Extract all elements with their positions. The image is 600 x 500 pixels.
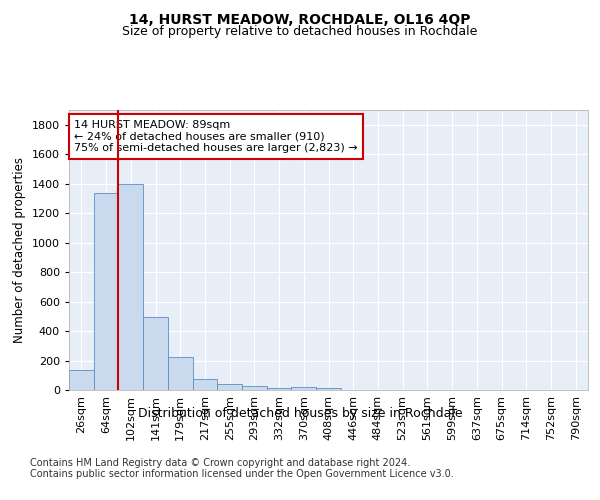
Bar [193, 379, 217, 390]
Bar [217, 384, 242, 390]
Y-axis label: Number of detached properties: Number of detached properties [13, 157, 26, 343]
Bar [168, 357, 193, 390]
Bar [94, 192, 118, 390]
Bar [292, 387, 316, 390]
Bar [242, 386, 267, 390]
Bar [316, 388, 341, 390]
Text: Size of property relative to detached houses in Rochdale: Size of property relative to detached ho… [122, 25, 478, 38]
Text: Contains HM Land Registry data © Crown copyright and database right 2024.
Contai: Contains HM Land Registry data © Crown c… [30, 458, 454, 479]
Bar [143, 317, 168, 390]
Bar [267, 388, 292, 390]
Bar [118, 184, 143, 390]
Text: 14 HURST MEADOW: 89sqm
← 24% of detached houses are smaller (910)
75% of semi-de: 14 HURST MEADOW: 89sqm ← 24% of detached… [74, 120, 358, 153]
Text: 14, HURST MEADOW, ROCHDALE, OL16 4QP: 14, HURST MEADOW, ROCHDALE, OL16 4QP [129, 12, 471, 26]
Bar [69, 370, 94, 390]
Text: Distribution of detached houses by size in Rochdale: Distribution of detached houses by size … [137, 408, 463, 420]
